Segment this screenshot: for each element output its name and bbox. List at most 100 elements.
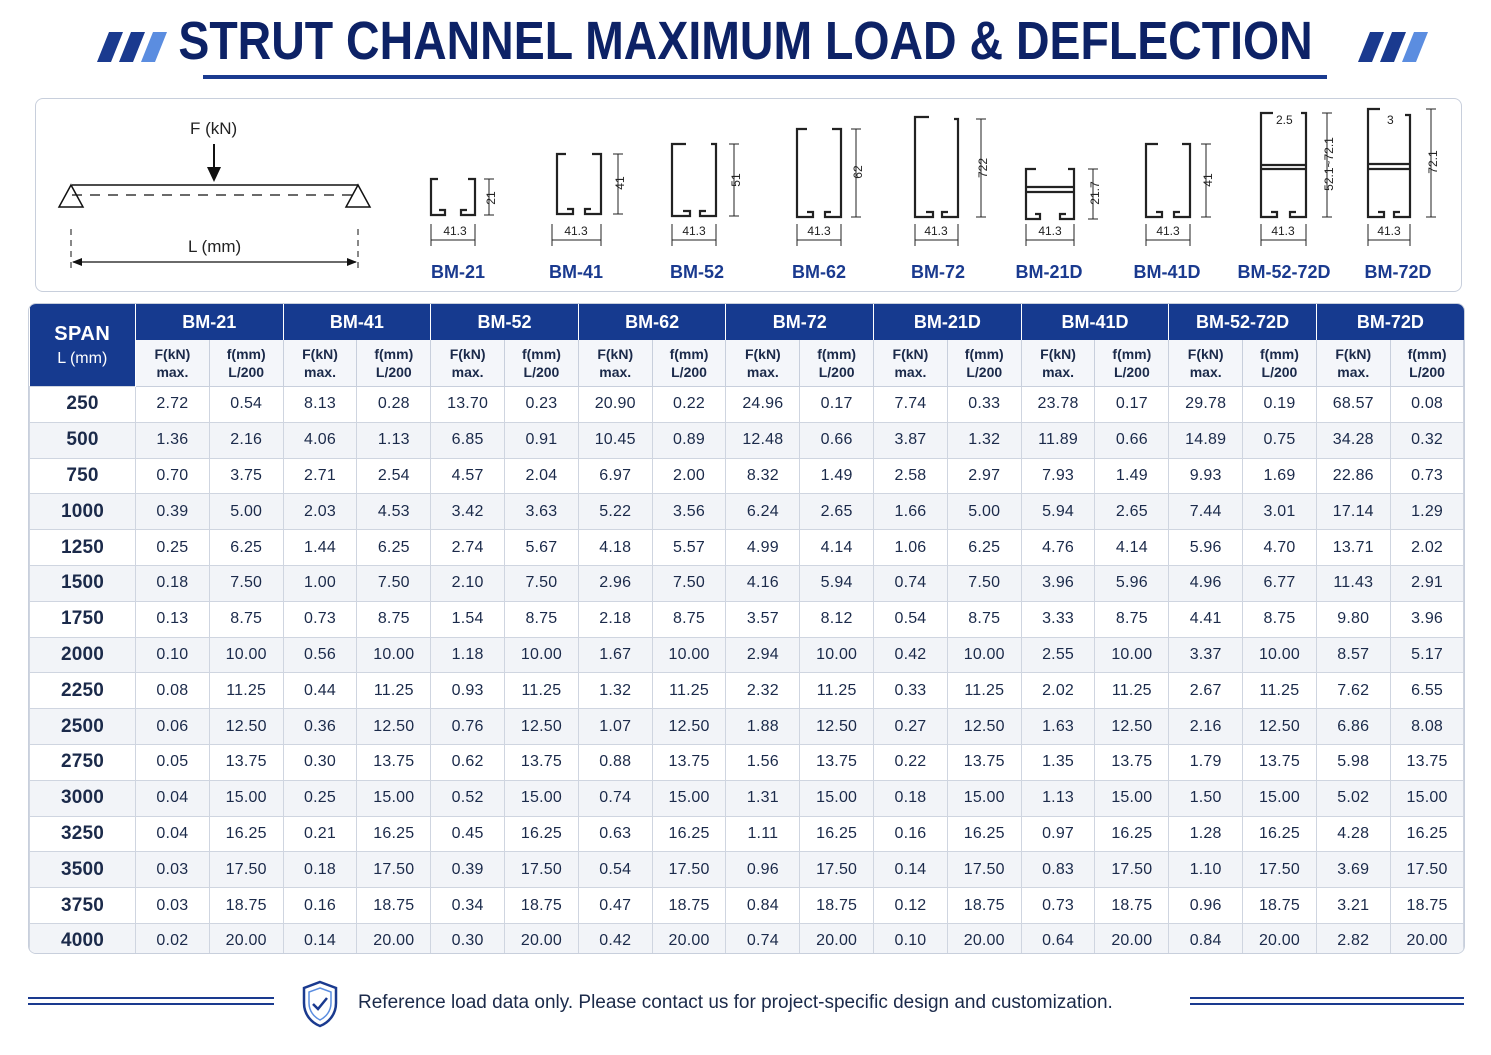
deflection-cell: 17.50 <box>946 851 1022 889</box>
load-cell: 0.14 <box>282 922 358 953</box>
profile-height-label: 41 <box>1201 173 1215 187</box>
subheader-unit: f(mm) <box>817 346 857 362</box>
deflection-subheader: f(mm) L/200 <box>799 340 875 387</box>
load-cell: 23.78 <box>1020 386 1096 423</box>
load-cell: 0.76 <box>430 708 506 745</box>
deflection-cell: 2.97 <box>946 457 1022 495</box>
page-title: STRUT CHANNEL MAXIMUM LOAD & DEFLECTION <box>178 11 1313 71</box>
load-cell: 0.25 <box>135 529 210 566</box>
deflection-cell: 11.25 <box>1094 672 1170 710</box>
deflection-subheader: f(mm) L/200 <box>651 340 727 387</box>
load-cell: 0.74 <box>873 564 948 602</box>
span-cell: 1750 <box>29 600 136 638</box>
deflection-cell: 13.75 <box>651 743 727 781</box>
profile-width-label: 41.3 <box>682 224 706 238</box>
table-row: 1750 0.13 8.75 0.73 8.75 1.54 8.75 2.18 8.75 3.57… <box>29 600 1464 638</box>
load-cell: 1.88 <box>725 708 801 745</box>
deflection-subheader: f(mm) L/200 <box>208 340 284 387</box>
profile-name: BM-62 <box>791 262 846 282</box>
load-cell: 1.63 <box>1020 708 1096 745</box>
load-cell: 7.62 <box>1315 672 1391 710</box>
load-cell: 0.16 <box>282 887 358 924</box>
load-cell: 0.64 <box>1020 922 1096 953</box>
subheader-qualifier: L/200 <box>375 364 412 380</box>
load-cell: 4.06 <box>282 421 358 459</box>
load-cell: 2.71 <box>282 457 358 495</box>
load-cell: 0.13 <box>135 600 210 638</box>
span-cell: 4000 <box>29 922 136 953</box>
load-cell: 0.04 <box>135 779 210 817</box>
load-cell: 14.89 <box>1168 421 1244 459</box>
load-cell: 0.21 <box>282 815 358 853</box>
deflection-cell: 7.50 <box>651 564 727 602</box>
load-cell: 0.14 <box>873 851 948 889</box>
profile-height-label: 21.7 <box>1088 181 1102 205</box>
deflection-cell: 5.57 <box>651 529 727 566</box>
load-cell: 2.55 <box>1020 636 1096 674</box>
deflection-cell: 7.50 <box>208 564 284 602</box>
deflection-cell: 17.50 <box>504 851 579 889</box>
profile-width-label: 41.3 <box>807 224 831 238</box>
deflection-cell: 10.00 <box>504 636 579 674</box>
deflection-cell: 20.00 <box>1242 922 1317 953</box>
deflection-cell: 11.25 <box>799 672 875 710</box>
load-cell: 0.25 <box>282 779 358 817</box>
load-cell: 1.79 <box>1168 743 1244 781</box>
load-cell: 4.18 <box>577 529 653 566</box>
load-cell: 0.70 <box>135 457 210 495</box>
model-header: BM-21D <box>873 304 1022 340</box>
load-cell: 29.78 <box>1168 386 1244 423</box>
span-header: SPAN L (mm) <box>29 304 136 387</box>
subheader-qualifier: L/200 <box>228 364 265 380</box>
footer-rule-left <box>28 997 274 1005</box>
load-cell: 0.42 <box>577 922 653 953</box>
profile-width-label: 41.3 <box>924 224 948 238</box>
subheader-qualifier: max. <box>1042 364 1075 380</box>
deflection-cell: 20.00 <box>1094 922 1170 953</box>
load-cell: 13.71 <box>1315 529 1391 566</box>
load-subheader: F(kN) max. <box>873 340 948 387</box>
subheader-unit: f(mm) <box>1112 346 1152 362</box>
deflection-cell: 12.50 <box>1094 708 1170 745</box>
table-row: 2750 0.05 13.75 0.30 13.75 0.62 13.75 0.88 13.75… <box>29 743 1464 781</box>
span-header-label: SPAN <box>54 322 111 345</box>
span-cell: 750 <box>29 457 136 495</box>
load-cell: 4.57 <box>430 457 506 495</box>
deflection-cell: 16.25 <box>1389 815 1464 853</box>
load-cell: 7.74 <box>873 386 948 423</box>
profile-name: BM-41 <box>548 262 603 282</box>
deflection-cell: 0.19 <box>1242 386 1317 423</box>
deflection-cell: 17.50 <box>1389 851 1464 889</box>
load-cell: 1.07 <box>577 708 653 745</box>
load-cell: 17.14 <box>1315 493 1391 531</box>
deflection-cell: 2.54 <box>356 457 432 495</box>
deflection-cell: 4.70 <box>1242 529 1317 566</box>
deflection-cell: 20.00 <box>1389 922 1464 953</box>
subheader-qualifier: max. <box>1189 364 1222 380</box>
deflection-cell: 0.75 <box>1242 421 1317 459</box>
deflection-cell: 5.00 <box>208 493 284 531</box>
load-cell: 1.11 <box>725 815 801 853</box>
deflection-cell: 15.00 <box>356 779 432 817</box>
load-cell: 1.56 <box>725 743 801 781</box>
subheader-qualifier: max. <box>156 364 189 380</box>
load-cell: 4.16 <box>725 564 801 602</box>
profile-width-label: 41.3 <box>1271 224 1295 238</box>
deflection-cell: 11.25 <box>651 672 727 710</box>
deflection-cell: 17.50 <box>208 851 284 889</box>
span-cell: 2250 <box>29 672 136 710</box>
deflection-cell: 13.75 <box>799 743 875 781</box>
load-cell: 3.37 <box>1168 636 1244 674</box>
deflection-cell: 16.25 <box>1094 815 1170 853</box>
deflection-cell: 12.50 <box>208 708 284 745</box>
load-table: SPAN L (mm) BM-21 BM-41 BM-52 BM-62 BM-72 BM-… <box>28 303 1465 954</box>
load-cell: 2.02 <box>1020 672 1096 710</box>
deflection-subheader: f(mm) L/200 <box>946 340 1022 387</box>
load-cell: 0.84 <box>725 887 801 924</box>
deflection-cell: 2.65 <box>1094 493 1170 531</box>
span-cell: 2000 <box>29 636 136 674</box>
deflection-cell: 13.75 <box>208 743 284 781</box>
shield-check-icon <box>302 980 338 1028</box>
subheader-unit: F(kN) <box>1335 346 1372 362</box>
load-cell: 0.88 <box>577 743 653 781</box>
